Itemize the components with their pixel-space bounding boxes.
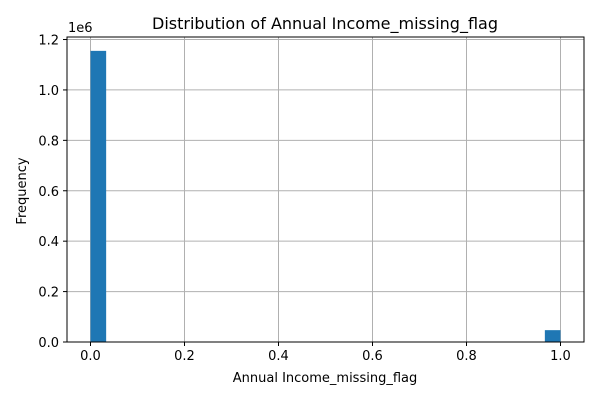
- x-tick-label: 0.2: [174, 349, 195, 364]
- x-tick-label: 0.8: [456, 349, 477, 364]
- y-tick-label: 0.2: [38, 286, 59, 301]
- histogram-bar: [90, 50, 107, 342]
- plot-frame: [66, 36, 585, 343]
- histogram-bar: [544, 330, 561, 342]
- y-tick-label: 0.8: [38, 134, 59, 149]
- x-tick-label: 0.4: [268, 349, 289, 364]
- y-tick-label: 1.2: [38, 34, 59, 49]
- x-tick-label: 0.6: [362, 349, 383, 364]
- x-axis-label: Annual Income_missing_flag: [233, 371, 418, 386]
- y-tick-label: 0.0: [38, 336, 59, 351]
- y-tick-label: 1.0: [38, 84, 59, 99]
- y-axis-label: Frequency: [15, 157, 30, 224]
- y-offset-label: 1e6: [68, 21, 93, 36]
- x-tick-label: 1.0: [550, 349, 571, 364]
- x-tick-label: 0.0: [80, 349, 101, 364]
- bars: [90, 50, 561, 342]
- y-tick-label: 0.4: [38, 235, 59, 250]
- chart-title: Distribution of Annual Income_missing_fl…: [152, 14, 498, 34]
- ticks: 0.0 0.2 0.4 0.6 0.8 1.0 0.0 0.2 0.4 0.6 0.8 1.0 1.2: [38, 34, 571, 364]
- y-tick-label: 0.6: [38, 185, 59, 200]
